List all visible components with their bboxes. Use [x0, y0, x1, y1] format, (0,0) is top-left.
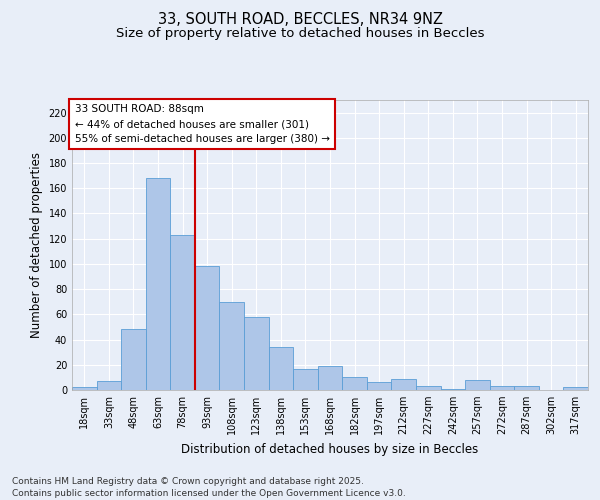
Text: Size of property relative to detached houses in Beccles: Size of property relative to detached ho… — [116, 28, 484, 40]
Bar — [220, 302, 244, 390]
Bar — [97, 381, 121, 390]
Bar — [367, 382, 391, 390]
Bar — [563, 388, 588, 390]
Text: 33 SOUTH ROAD: 88sqm
← 44% of detached houses are smaller (301)
55% of semi-deta: 33 SOUTH ROAD: 88sqm ← 44% of detached h… — [74, 104, 329, 144]
Bar — [170, 235, 195, 390]
Bar — [195, 266, 220, 390]
Bar — [72, 388, 97, 390]
Bar — [514, 386, 539, 390]
Bar — [244, 317, 269, 390]
Bar — [121, 330, 146, 390]
Bar — [293, 368, 318, 390]
Bar — [490, 386, 514, 390]
Bar — [342, 378, 367, 390]
Text: 33, SOUTH ROAD, BECCLES, NR34 9NZ: 33, SOUTH ROAD, BECCLES, NR34 9NZ — [157, 12, 443, 28]
Text: Contains HM Land Registry data © Crown copyright and database right 2025.
Contai: Contains HM Land Registry data © Crown c… — [12, 476, 406, 498]
Bar — [440, 388, 465, 390]
Y-axis label: Number of detached properties: Number of detached properties — [30, 152, 43, 338]
Bar — [465, 380, 490, 390]
Bar — [269, 347, 293, 390]
X-axis label: Distribution of detached houses by size in Beccles: Distribution of detached houses by size … — [181, 442, 479, 456]
Bar — [146, 178, 170, 390]
Bar — [318, 366, 342, 390]
Bar — [416, 386, 440, 390]
Bar — [391, 378, 416, 390]
